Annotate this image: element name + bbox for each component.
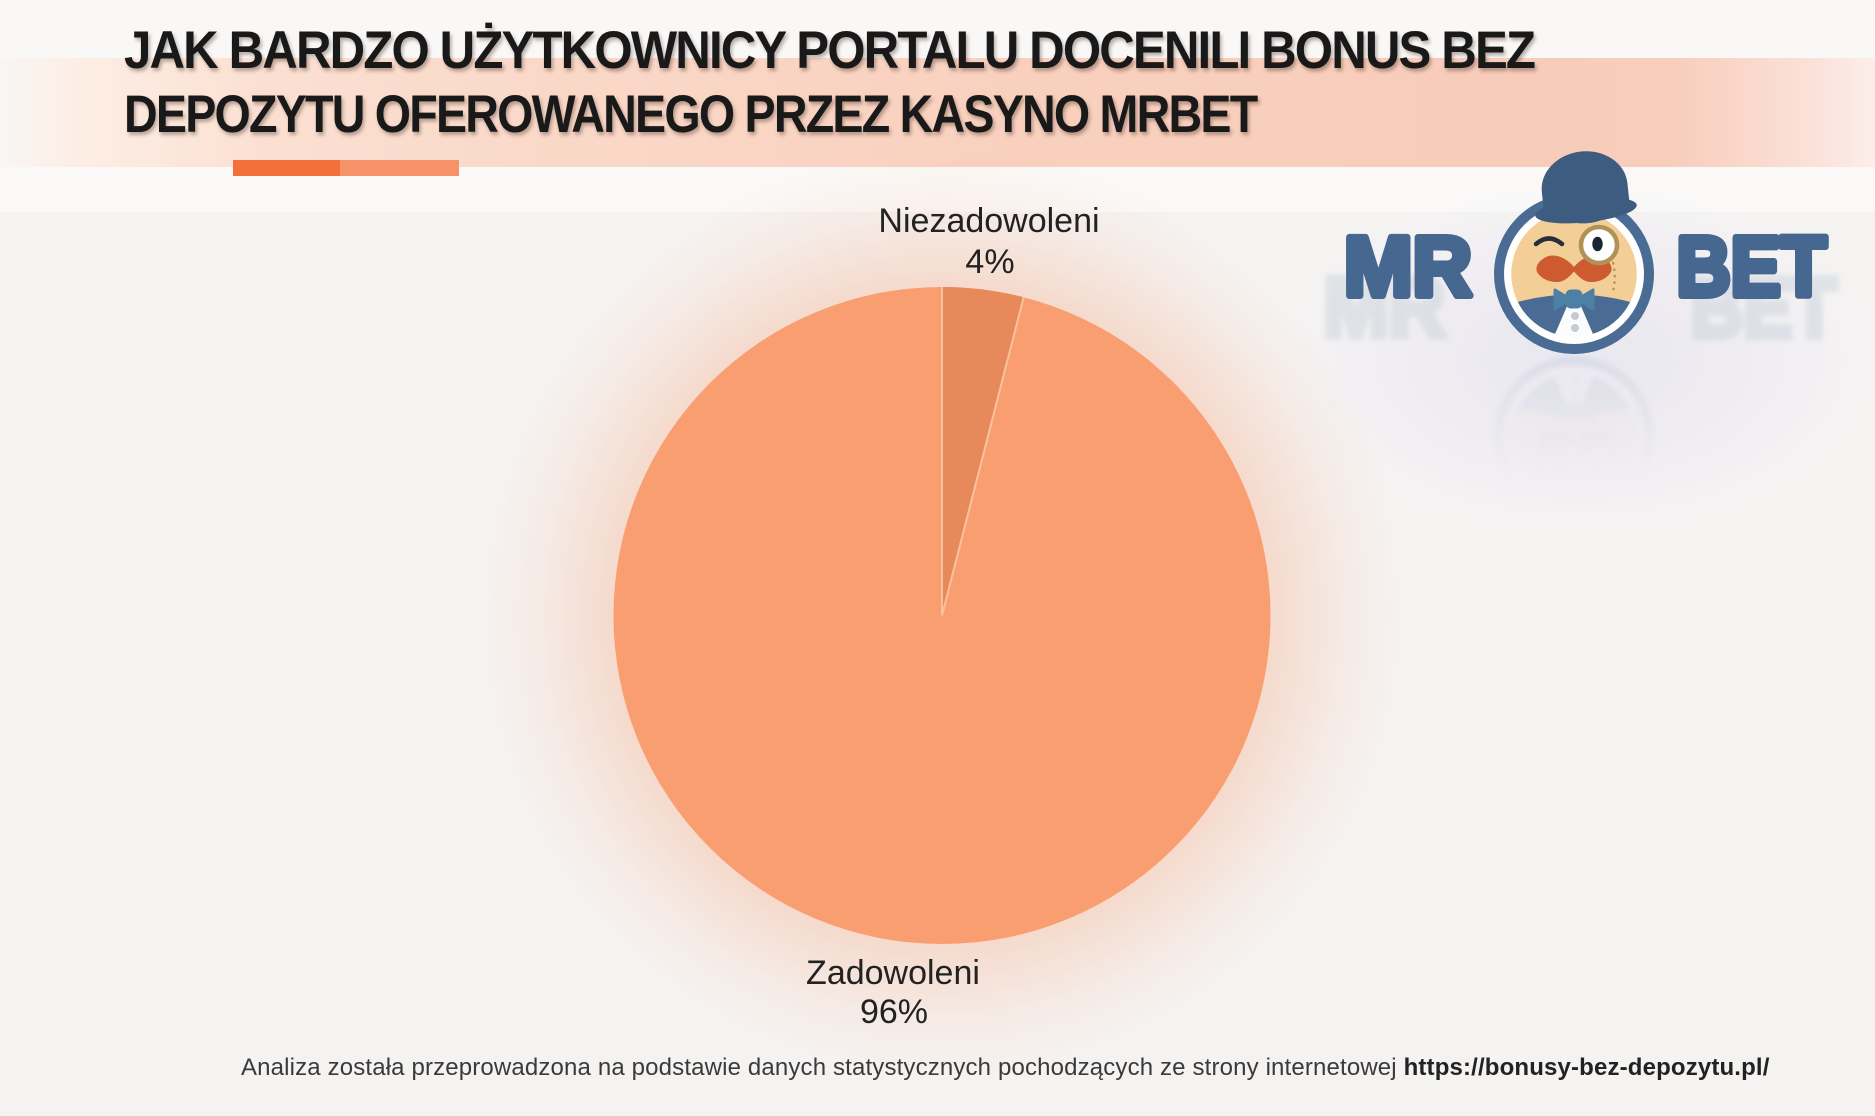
svg-text:MR: MR [1344,220,1472,314]
svg-text:MR: MR [1324,260,1446,354]
svg-text:BET: BET [1691,261,1837,355]
svg-text:BET: BET [1677,220,1827,314]
